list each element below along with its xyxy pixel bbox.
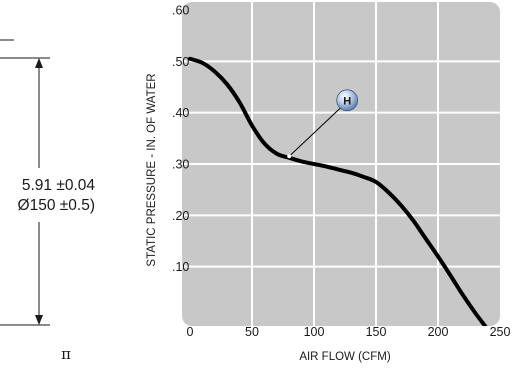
y-tick-label: .50 xyxy=(172,55,189,69)
x-tick-label: 50 xyxy=(245,325,259,339)
x-tick-label: 250 xyxy=(490,325,511,339)
callout-label: H xyxy=(343,95,351,107)
x-axis-title: AIR FLOW (CFM) xyxy=(299,351,391,363)
x-tick-label: 100 xyxy=(304,325,325,339)
y-tick-label: .40 xyxy=(172,106,189,120)
grid-lines xyxy=(182,2,500,326)
callout-leader xyxy=(288,106,342,157)
y-tick-label: .60 xyxy=(172,4,189,18)
callout-badge xyxy=(336,89,359,112)
series-line-H xyxy=(188,56,490,326)
dimension-mm-label: Ø150 ±0.5) xyxy=(18,197,95,214)
y-axis-title: STATIC PRESSURE - IN. OF WATER xyxy=(146,73,158,266)
dimension-arrow-bottom xyxy=(35,315,43,325)
x-tick-label: 0 xyxy=(187,325,194,339)
pressure-flow-chart: 0 50 100 150 200 250 .10 .20 .30 .40 .50 .60 H AIR … xyxy=(146,2,510,363)
x-tick-label: 150 xyxy=(366,325,387,339)
tick-labels: 0 50 100 150 200 250 .10 .20 .30 .40 .50 .60 xyxy=(172,4,510,340)
y-tick-label: .20 xyxy=(172,209,189,223)
callout-point xyxy=(287,154,292,159)
dimension-arrow-top xyxy=(35,58,43,68)
dimension-inch-label: 5.91 ±0.04 xyxy=(22,177,96,194)
y-tick-label: .10 xyxy=(172,260,189,274)
x-tick-label: 200 xyxy=(428,325,449,339)
dimension-drawing: 5.91 ±0.04 Ø150 ±0.5) π xyxy=(0,39,96,363)
series-layer xyxy=(188,56,490,326)
annotation-layer: H xyxy=(287,89,359,159)
y-tick-label: .30 xyxy=(172,158,189,172)
pi-symbol: π xyxy=(61,345,71,363)
